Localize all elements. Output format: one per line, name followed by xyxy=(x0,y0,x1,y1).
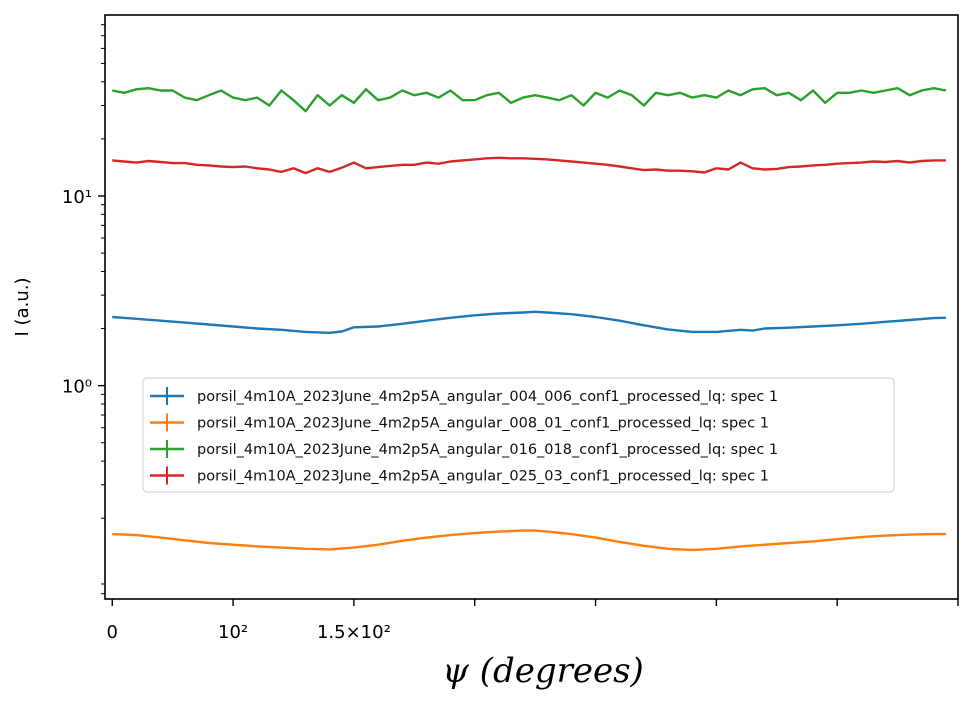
plot-area xyxy=(104,14,959,600)
x-tick-label: 1.5×10² xyxy=(317,622,391,643)
series-line-1 xyxy=(112,310,946,334)
legend: porsil_4m10A_2023June_4m2p5A_angular_004… xyxy=(142,377,895,493)
legend-entries: porsil_4m10A_2023June_4m2p5A_angular_004… xyxy=(150,387,778,485)
series-layer xyxy=(111,86,947,552)
x-axis-label: ψ (degrees) xyxy=(442,651,644,691)
y-axis-label: I (a.u.) xyxy=(12,278,33,337)
legend-label: porsil_4m10A_2023June_4m2p5A_angular_004… xyxy=(197,389,778,405)
series-line-3 xyxy=(111,86,947,113)
y-tick-label: 10⁰ xyxy=(62,377,92,398)
series-line-2 xyxy=(112,529,946,552)
legend-box xyxy=(142,377,895,493)
y-tick-label: 10¹ xyxy=(62,187,92,208)
series-line-4 xyxy=(112,156,946,175)
y-axis-ticks: 10¹ 10⁰ xyxy=(62,24,105,595)
x-tick-label: 0 xyxy=(107,622,118,643)
x-axis-ticks: 0 10² 1.5×10² xyxy=(107,599,959,643)
legend-label: porsil_4m10A_2023June_4m2p5A_angular_016… xyxy=(197,442,778,458)
legend-label: porsil_4m10A_2023June_4m2p5A_angular_008… xyxy=(197,416,769,432)
legend-label: porsil_4m10A_2023June_4m2p5A_angular_025… xyxy=(197,469,769,485)
x-tick-label: 10² xyxy=(218,622,248,643)
